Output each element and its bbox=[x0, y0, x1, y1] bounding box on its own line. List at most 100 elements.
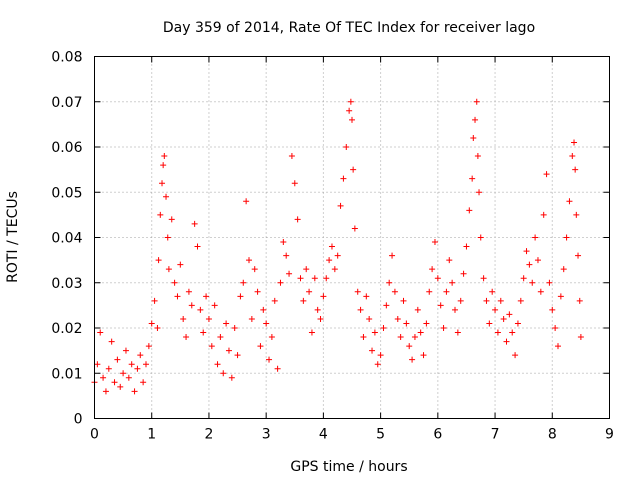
y-tick-label: 0.07 bbox=[51, 95, 82, 111]
y-axis: 0 0.01 0.02 0.03 0.04 0.05 0.06 0.07 0.08 bbox=[51, 50, 610, 428]
data-point bbox=[303, 266, 310, 273]
data-point bbox=[320, 293, 327, 300]
data-point bbox=[159, 180, 166, 187]
data-point bbox=[446, 257, 453, 264]
data-point bbox=[414, 306, 421, 313]
data-point bbox=[552, 325, 559, 331]
data-point bbox=[297, 275, 304, 282]
data-point bbox=[283, 252, 290, 259]
data-point bbox=[420, 352, 427, 359]
data-point bbox=[409, 356, 416, 363]
data-point bbox=[555, 343, 561, 350]
y-tick-label: 0.08 bbox=[51, 50, 82, 66]
data-point bbox=[377, 352, 384, 359]
x-tick-label: 8 bbox=[548, 427, 557, 443]
y-tick-label: 0.06 bbox=[51, 140, 82, 156]
data-point bbox=[177, 261, 184, 268]
data-point bbox=[160, 162, 167, 169]
data-point bbox=[434, 275, 441, 282]
data-point bbox=[423, 320, 430, 327]
data-point bbox=[394, 315, 401, 322]
data-point bbox=[523, 248, 530, 255]
data-point bbox=[474, 153, 481, 160]
data-point bbox=[326, 257, 333, 264]
data-point bbox=[157, 211, 164, 218]
y-tick-label: 0.05 bbox=[51, 185, 82, 201]
data-point bbox=[566, 198, 573, 205]
data-point bbox=[383, 302, 390, 309]
data-point bbox=[417, 329, 424, 336]
data-point bbox=[346, 107, 353, 114]
data-point bbox=[449, 279, 456, 286]
data-point bbox=[306, 288, 313, 295]
x-tick-label: 9 bbox=[605, 427, 614, 443]
data-point bbox=[155, 257, 162, 264]
data-point bbox=[500, 315, 507, 322]
data-point bbox=[477, 234, 484, 241]
data-point bbox=[200, 329, 207, 336]
data-point bbox=[350, 166, 357, 173]
data-point bbox=[311, 275, 318, 282]
data-point bbox=[268, 334, 275, 341]
data-point bbox=[452, 306, 458, 313]
data-point bbox=[371, 329, 378, 336]
data-point bbox=[549, 306, 556, 313]
data-point bbox=[483, 297, 490, 304]
data-point bbox=[266, 356, 273, 363]
data-point bbox=[203, 293, 210, 300]
y-axis-label: ROTI / TECUs bbox=[5, 191, 21, 283]
data-point bbox=[231, 325, 238, 331]
data-point bbox=[572, 166, 579, 173]
data-point bbox=[217, 334, 224, 341]
data-point bbox=[517, 297, 524, 304]
data-point bbox=[240, 279, 247, 286]
data-point bbox=[260, 306, 267, 313]
data-point bbox=[197, 306, 204, 313]
data-point bbox=[534, 257, 541, 264]
x-tick-label: 1 bbox=[147, 427, 156, 443]
data-point bbox=[431, 239, 438, 246]
data-point bbox=[506, 311, 513, 318]
data-point bbox=[263, 320, 270, 327]
data-point bbox=[389, 252, 396, 259]
data-point bbox=[411, 334, 418, 341]
data-point bbox=[317, 315, 324, 322]
data-point bbox=[532, 234, 539, 241]
data-point bbox=[340, 175, 347, 182]
data-point bbox=[211, 302, 218, 309]
y-tick-label: 0.01 bbox=[51, 366, 82, 382]
data-point bbox=[512, 352, 519, 359]
data-point bbox=[331, 266, 338, 273]
data-point bbox=[426, 288, 433, 295]
data-point bbox=[337, 202, 344, 209]
data-point bbox=[223, 320, 230, 327]
data-point bbox=[520, 275, 527, 282]
data-point bbox=[220, 370, 227, 377]
data-point bbox=[274, 365, 281, 372]
data-point bbox=[347, 98, 354, 105]
x-axis: 0 1 2 3 4 5 6 7 8 9 bbox=[90, 56, 614, 443]
data-point bbox=[369, 347, 376, 354]
data-point bbox=[125, 374, 132, 381]
data-point bbox=[271, 297, 278, 304]
data-point bbox=[328, 243, 335, 250]
y-tick-label: 0.03 bbox=[51, 276, 82, 292]
data-point bbox=[117, 383, 124, 390]
data-point bbox=[397, 334, 404, 341]
x-axis-label: GPS time / hours bbox=[290, 459, 407, 475]
grid-lines bbox=[94, 56, 610, 419]
data-point bbox=[457, 297, 464, 304]
data-point bbox=[334, 252, 341, 259]
data-point bbox=[473, 98, 480, 105]
data-point bbox=[140, 379, 147, 386]
data-point bbox=[463, 243, 470, 250]
data-point bbox=[94, 361, 101, 368]
data-point bbox=[314, 306, 321, 313]
chart-title: Day 359 of 2014, Rate Of TEC Index for r… bbox=[163, 20, 535, 36]
data-point bbox=[251, 266, 258, 273]
data-point bbox=[509, 329, 516, 336]
data-point bbox=[486, 320, 493, 327]
data-point bbox=[100, 374, 107, 381]
data-point bbox=[108, 338, 115, 345]
data-point bbox=[234, 352, 241, 359]
